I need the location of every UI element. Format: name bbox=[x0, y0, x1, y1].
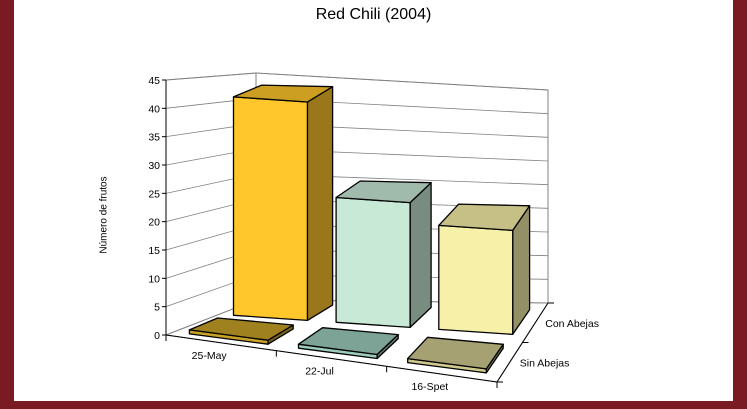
y-tick-label: 25 bbox=[148, 188, 160, 200]
y-tick-label: 45 bbox=[148, 75, 160, 87]
x-tick-label: 22-Jul bbox=[305, 366, 334, 378]
bar bbox=[438, 224, 514, 336]
gridline bbox=[255, 72, 549, 91]
y-tick-label: 20 bbox=[148, 217, 160, 229]
bar bbox=[232, 96, 309, 322]
series-label: Con Abejas bbox=[545, 318, 599, 330]
x-axis-line bbox=[165, 334, 498, 383]
x-tick-label: 25-May bbox=[192, 350, 228, 362]
y-tick-label: 15 bbox=[148, 245, 160, 257]
y-tick-label: 10 bbox=[148, 273, 160, 285]
y-tick-label: 30 bbox=[148, 160, 160, 172]
bar-top bbox=[407, 336, 504, 370]
bar-top bbox=[438, 203, 531, 232]
chart-title: Red Chili (2004) bbox=[315, 6, 432, 23]
bar-top bbox=[335, 180, 432, 204]
bar-top bbox=[232, 84, 334, 103]
y-tick-label: 5 bbox=[154, 302, 160, 314]
bar-side bbox=[409, 182, 432, 329]
bar-top bbox=[188, 317, 294, 341]
bar-side bbox=[306, 86, 334, 322]
x-tick-label: 16-Spet bbox=[411, 381, 448, 393]
series-label: Sin Abejas bbox=[520, 357, 570, 369]
bar-top bbox=[297, 327, 399, 356]
y-tick-label: 35 bbox=[148, 132, 160, 144]
bar bbox=[335, 196, 411, 329]
y-tick-label: 0 bbox=[154, 330, 160, 342]
y-tick-label: 40 bbox=[148, 103, 160, 115]
gridline bbox=[165, 72, 257, 81]
